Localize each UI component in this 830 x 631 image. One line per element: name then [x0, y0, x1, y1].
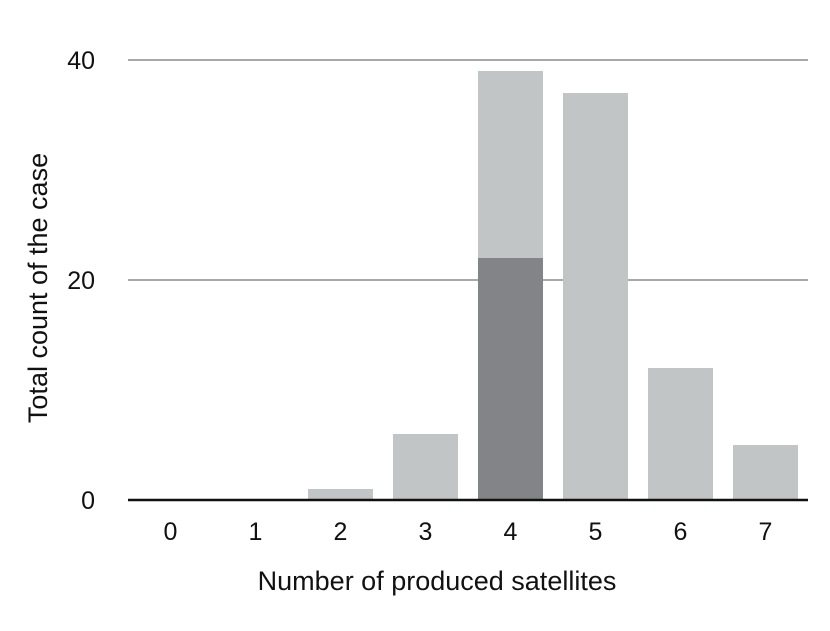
x-tick-label: 6 — [674, 518, 688, 546]
y-tick-label: 0 — [81, 487, 95, 515]
gridlines — [128, 59, 808, 281]
y-axis-ticks: 0 20 40 — [67, 47, 95, 515]
bar-3 — [393, 434, 458, 500]
bar-5 — [563, 93, 628, 500]
x-tick-label: 1 — [249, 518, 263, 546]
bar-2 — [308, 489, 373, 500]
x-tick-label: 4 — [504, 518, 518, 546]
x-tick-label: 2 — [334, 518, 348, 546]
x-tick-label: 5 — [589, 518, 603, 546]
bar-7 — [733, 445, 798, 500]
x-tick-label: 0 — [164, 518, 178, 546]
x-tick-label: 7 — [759, 518, 773, 546]
x-tick-label: 3 — [419, 518, 433, 546]
bar-4-series-2 — [478, 258, 543, 500]
x-axis-title: Number of produced satellites — [258, 566, 617, 596]
y-tick-label: 40 — [67, 47, 95, 75]
bars — [308, 71, 798, 500]
y-tick-label: 20 — [67, 267, 95, 295]
bar-6 — [648, 368, 713, 500]
y-axis-title: Total count of the case — [23, 153, 53, 423]
x-axis-ticks: 0 1 2 3 4 5 6 7 — [164, 518, 773, 546]
